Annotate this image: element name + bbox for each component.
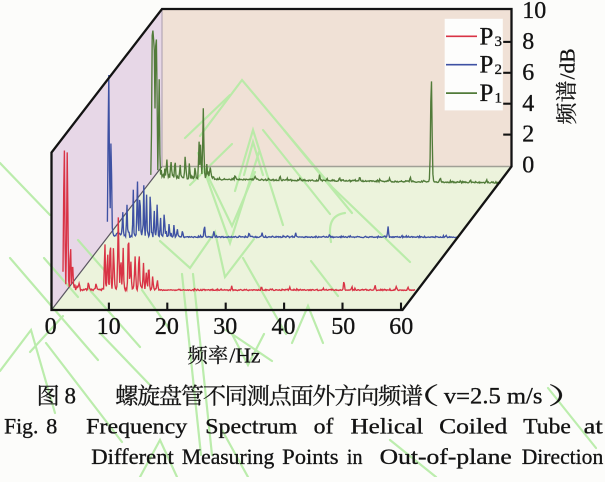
svg-text:Points: Points — [282, 444, 338, 469]
svg-text:/Hz: /Hz — [229, 344, 260, 368]
svg-text:10: 10 — [522, 0, 546, 24]
svg-text:2: 2 — [522, 122, 534, 148]
svg-text:20: 20 — [155, 314, 179, 340]
svg-text:Frequency: Frequency — [86, 413, 187, 438]
svg-text:Measuring: Measuring — [182, 444, 274, 469]
svg-text:Coiled: Coiled — [439, 413, 507, 438]
svg-text:Different: Different — [91, 444, 174, 469]
svg-text:P: P — [480, 23, 494, 50]
svg-text:2: 2 — [495, 62, 503, 78]
svg-text:30: 30 — [213, 314, 237, 340]
svg-text:1: 1 — [495, 91, 503, 107]
svg-text:at: at — [584, 413, 603, 438]
svg-text:Direction: Direction — [522, 444, 604, 469]
svg-text:Helical: Helical — [351, 413, 424, 438]
svg-text:Fig.: Fig. — [4, 413, 38, 438]
svg-text:8: 8 — [46, 413, 57, 438]
svg-text:6: 6 — [522, 60, 534, 86]
svg-text:0: 0 — [45, 314, 57, 340]
svg-text:60: 60 — [389, 314, 413, 340]
svg-text:10: 10 — [97, 314, 121, 340]
svg-text:8: 8 — [65, 383, 77, 408]
svg-text:Out-of-plane: Out-of-plane — [380, 444, 512, 469]
svg-text:4: 4 — [522, 91, 534, 117]
svg-text:8: 8 — [522, 29, 534, 55]
svg-text:0: 0 — [522, 153, 534, 179]
svg-text:Tube: Tube — [523, 413, 571, 438]
svg-text:50: 50 — [331, 314, 355, 340]
svg-text:in: in — [347, 444, 363, 469]
svg-text:P: P — [480, 80, 494, 107]
svg-text:3: 3 — [495, 34, 503, 50]
svg-text:/dB: /dB — [555, 48, 579, 79]
svg-text:v=2.5 m/s: v=2.5 m/s — [444, 383, 543, 408]
svg-text:of: of — [314, 413, 335, 438]
svg-text:40: 40 — [272, 314, 296, 340]
svg-text:Spectrum: Spectrum — [205, 413, 297, 438]
svg-text:P: P — [480, 52, 494, 79]
